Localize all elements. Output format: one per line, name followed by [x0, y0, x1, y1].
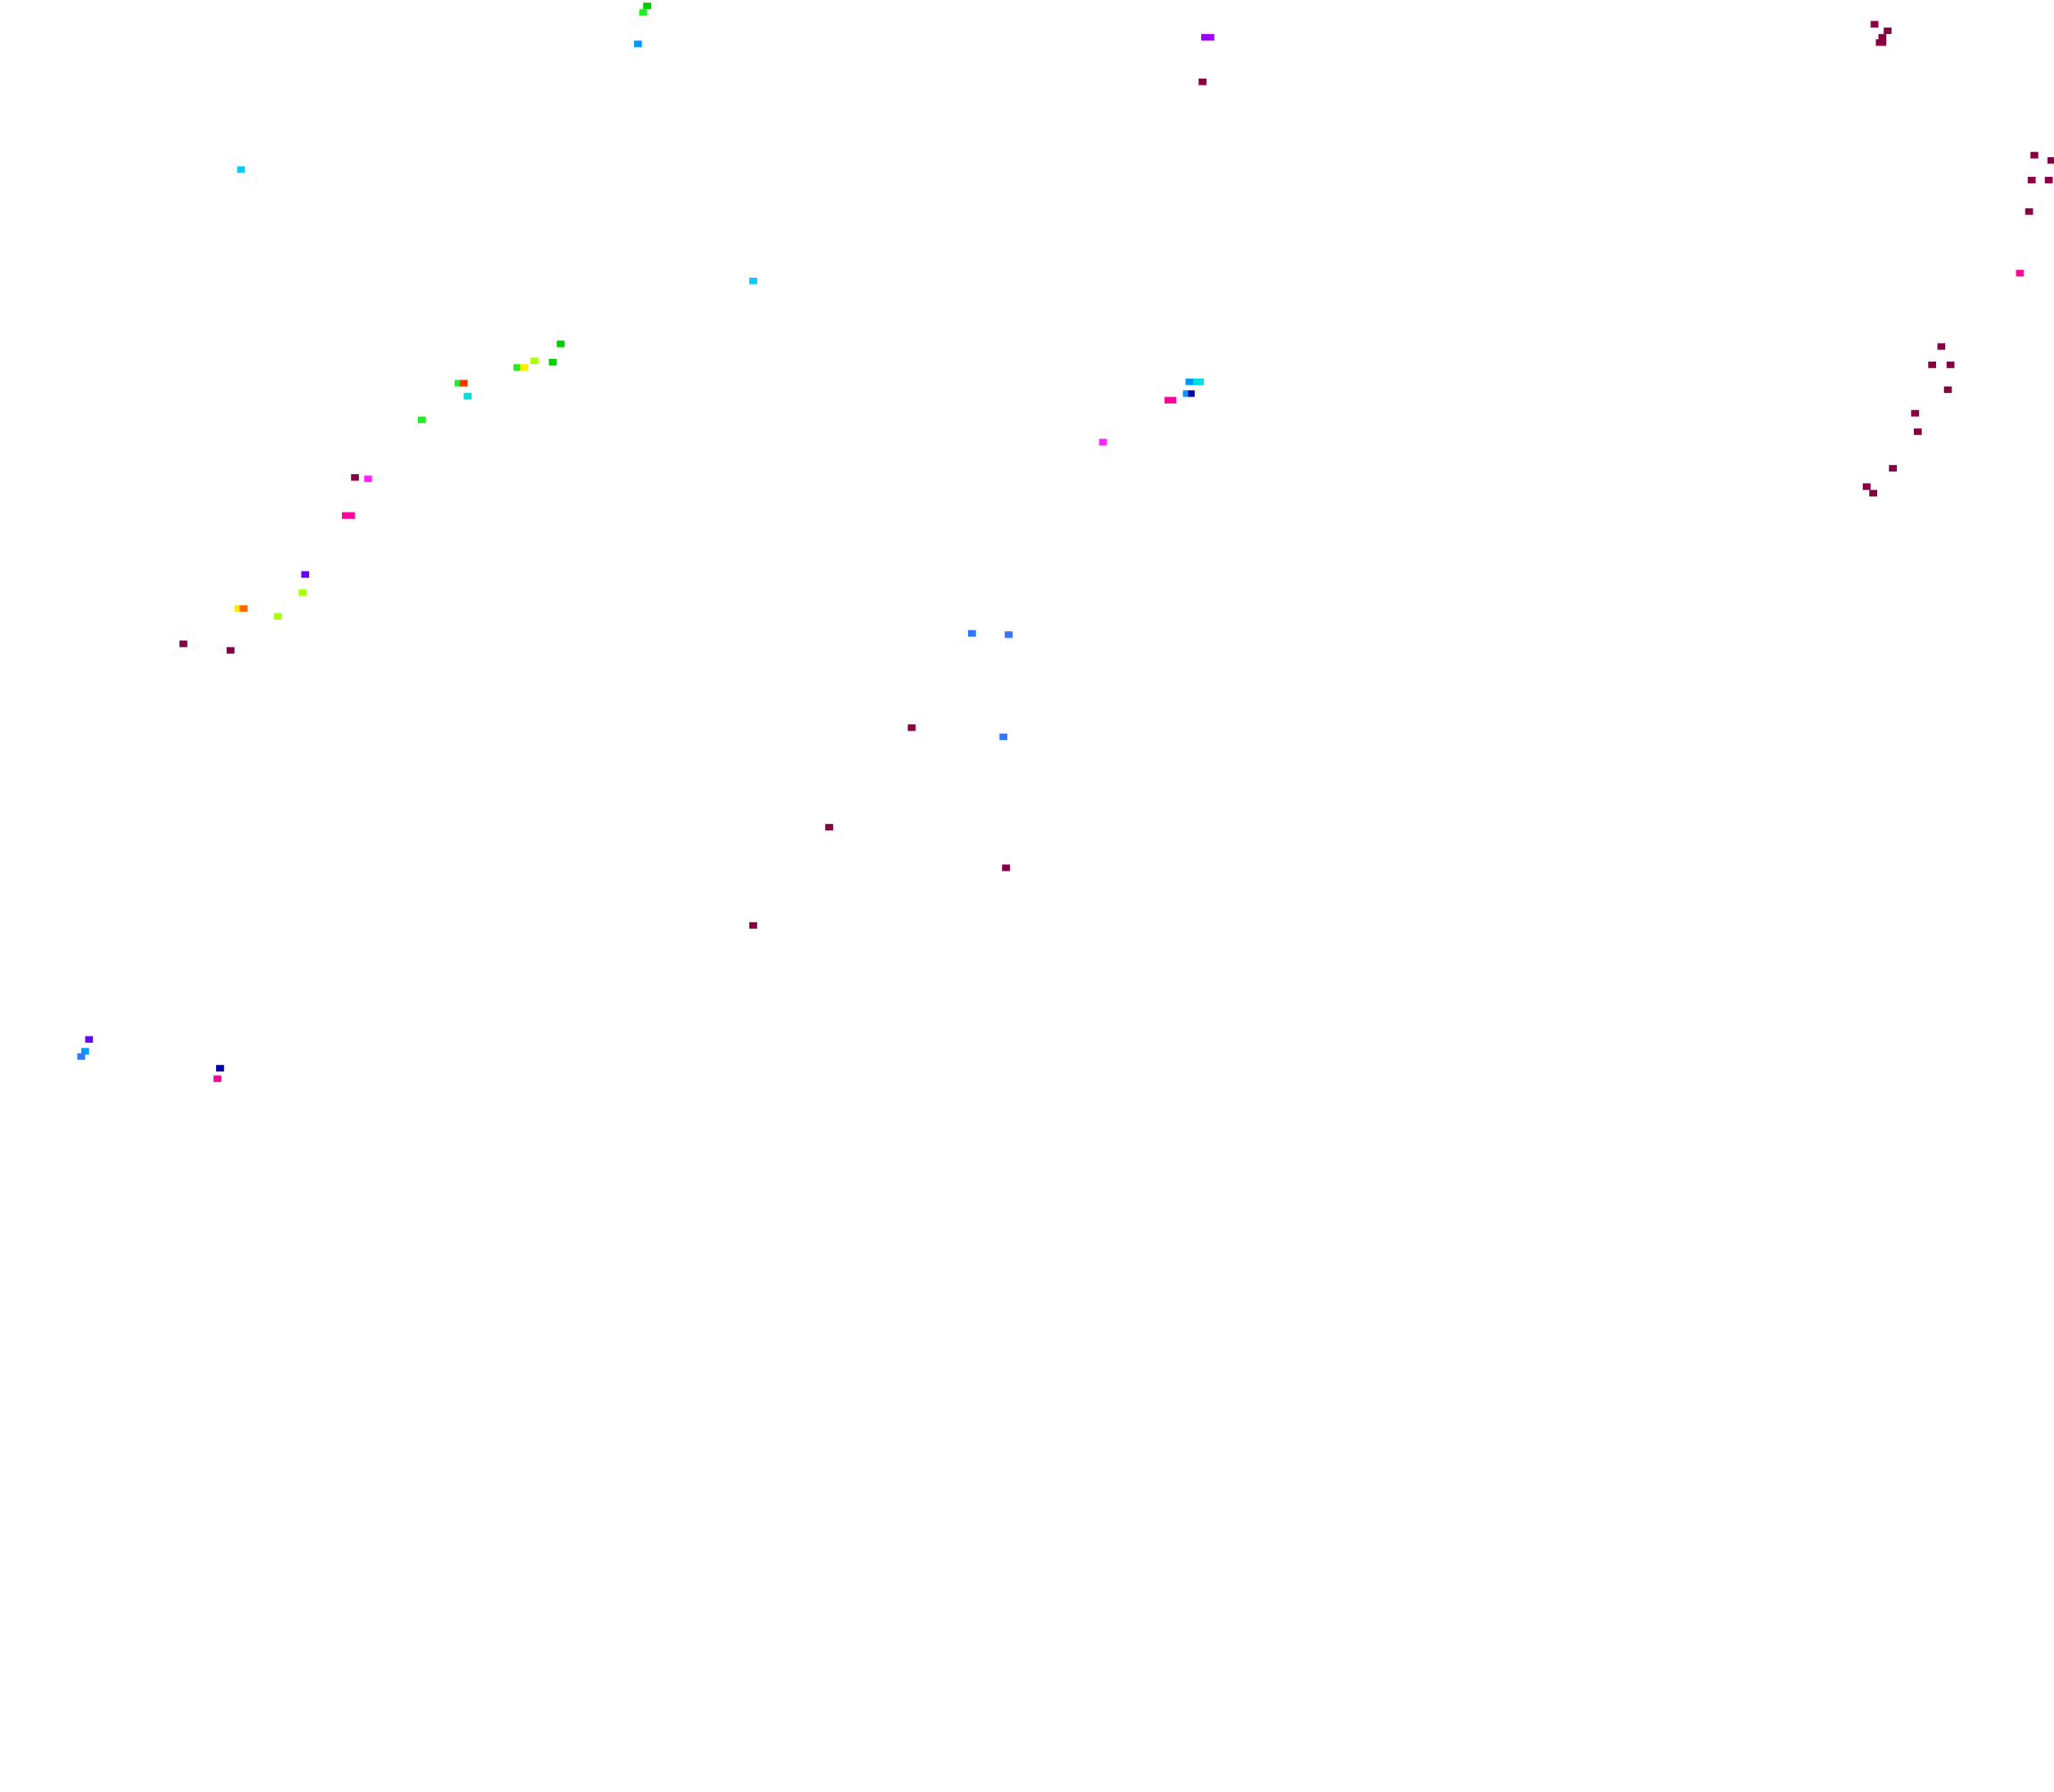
dot-orange: [239, 604, 248, 613]
dot-red: [459, 379, 468, 387]
dot-violet: [85, 1036, 94, 1043]
dot-green: [548, 358, 557, 366]
dot-pink: [2016, 270, 2025, 277]
dot-green: [643, 2, 652, 10]
dot-yellow: [520, 363, 529, 371]
dot-maroon: [2047, 157, 2054, 164]
dot-maroon: [1883, 27, 1892, 35]
dot-maroon: [1002, 864, 1010, 871]
dot-maroon: [1862, 483, 1871, 490]
dot-maroon: [1889, 464, 1897, 472]
dot-yellowgreen: [298, 589, 307, 596]
dot-navy: [1188, 390, 1195, 397]
dot-maroon: [825, 823, 833, 831]
dot-blue: [77, 1053, 86, 1060]
dot-blue: [1005, 631, 1013, 638]
dot-maroon: [1928, 361, 1936, 369]
dot-maroon: [1875, 39, 1887, 46]
dot-maroon: [1878, 34, 1887, 41]
dot-maroon: [2027, 177, 2036, 184]
dot-navy: [216, 1064, 224, 1072]
dot-maroon: [1869, 489, 1877, 497]
dot-teal: [1193, 378, 1205, 386]
dot-maroon: [179, 640, 188, 647]
dot-magenta: [363, 475, 372, 482]
dot-maroon: [907, 724, 916, 731]
dot-magenta: [1098, 438, 1107, 446]
dot-azure: [80, 1047, 89, 1055]
dot-yellow: [234, 604, 243, 613]
dot-teal: [463, 393, 472, 400]
dot-maroon: [2025, 208, 2033, 215]
dot-lime: [417, 416, 426, 423]
dot-maroon: [1870, 21, 1879, 28]
dot-yellowgreen: [273, 613, 282, 620]
dot-green: [556, 340, 565, 347]
dot-blue: [967, 629, 976, 638]
dot-pink: [1165, 396, 1177, 404]
dot-maroon: [1946, 361, 1955, 369]
dot-maroon: [1914, 428, 1922, 436]
dot-maroon: [1911, 410, 1919, 417]
dot-azure: [633, 40, 642, 47]
dot-maroon: [351, 474, 359, 481]
dot-cyan: [749, 278, 757, 285]
dot-azure: [1182, 390, 1191, 397]
dot-pink: [213, 1075, 221, 1082]
dot-maroon: [2044, 177, 2053, 184]
dot-maroon: [1198, 79, 1207, 86]
dot-blue: [999, 733, 1007, 740]
dot-maroon: [1937, 343, 1946, 350]
dot-maroon: [2030, 152, 2039, 159]
dot-yellowgreen: [530, 357, 539, 364]
dot-maroon: [749, 921, 757, 929]
dot-maroon: [226, 646, 235, 654]
dot-cyan: [237, 166, 246, 173]
dot-violet: [301, 571, 310, 578]
dot-lime: [514, 363, 522, 371]
dot-lime: [639, 9, 647, 16]
dot-azure: [1185, 378, 1195, 386]
dot-maroon: [1943, 386, 1952, 394]
dot-lime: [454, 379, 463, 387]
dot-purple: [1201, 34, 1215, 41]
dot-pink: [341, 512, 355, 519]
